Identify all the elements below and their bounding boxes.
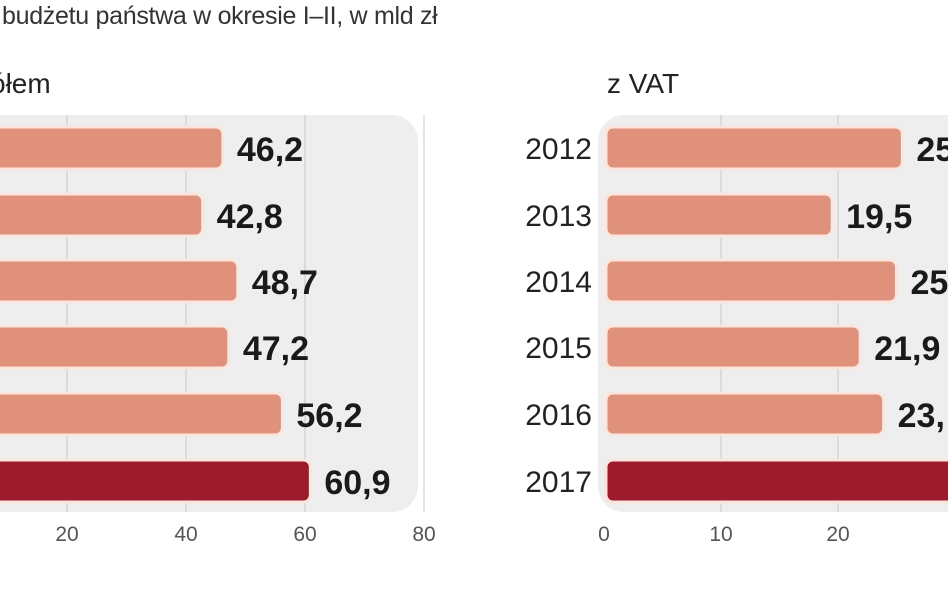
category-label: 2016 — [525, 399, 592, 432]
plot-panel — [0, 115, 418, 512]
x-tick-label: 60 — [293, 523, 316, 546]
x-tick-label: 10 — [709, 523, 732, 546]
category-label: 2017 — [525, 466, 592, 499]
bar — [604, 324, 862, 370]
bar — [604, 391, 886, 437]
category-label: 2012 — [525, 133, 592, 166]
value-label: 48,7 — [252, 264, 318, 302]
category-label: 2014 — [525, 266, 592, 299]
x-tick-label: 20 — [55, 523, 78, 546]
value-label: 21,9 — [874, 330, 940, 368]
x-tick-label: 80 — [412, 523, 435, 546]
panel-title: z VAT — [607, 68, 679, 99]
bar — [604, 192, 834, 238]
x-tick-label: 40 — [174, 523, 197, 546]
bar — [604, 258, 898, 304]
category-label: 2013 — [525, 200, 592, 233]
value-label: 23, — [898, 397, 945, 435]
bar — [0, 324, 231, 370]
bar — [604, 458, 948, 504]
value-label: 25 — [911, 264, 948, 302]
bar — [0, 192, 205, 238]
bar — [0, 391, 284, 437]
plot-panel — [598, 115, 948, 512]
bar — [0, 458, 312, 504]
value-label: 46,2 — [237, 131, 303, 169]
bar — [604, 125, 904, 171]
chart-title: budżetu państwa w okresie I–II, w mld zł — [2, 2, 438, 30]
value-label: 25 — [916, 131, 948, 169]
value-label: 19,5 — [846, 198, 912, 236]
panel-title: ółem — [0, 68, 51, 99]
x-tick-label: 0 — [598, 523, 610, 546]
x-tick-label: 20 — [826, 523, 849, 546]
bar — [0, 125, 225, 171]
value-label: 56,2 — [296, 397, 362, 435]
category-label: 2015 — [525, 332, 592, 365]
bar — [0, 258, 240, 304]
value-label: 60,9 — [324, 464, 390, 502]
value-label: 42,8 — [217, 198, 283, 236]
value-label: 47,2 — [243, 330, 309, 368]
